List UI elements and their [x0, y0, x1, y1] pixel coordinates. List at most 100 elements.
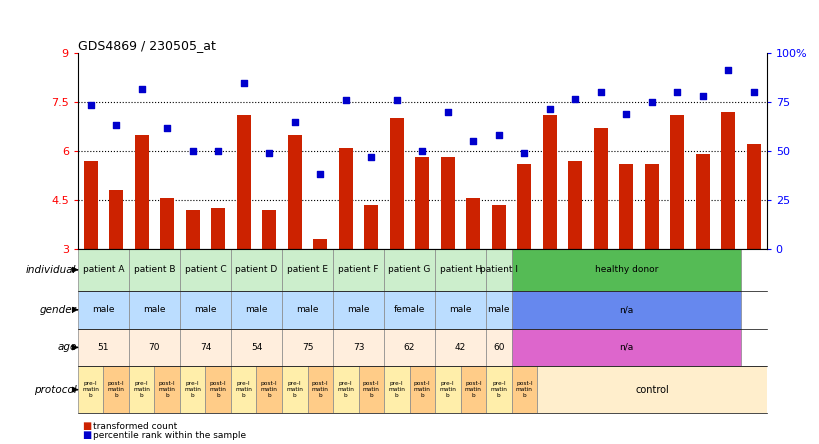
Bar	[333, 329, 383, 366]
Text: 54: 54	[251, 343, 262, 352]
Bar	[282, 291, 333, 329]
Bar	[231, 329, 282, 366]
Bar	[313, 239, 327, 249]
Point	[645, 99, 658, 106]
Text: post-I
matin
b: post-I matin b	[311, 381, 328, 398]
Bar	[282, 249, 333, 291]
Text: male: male	[143, 305, 165, 314]
Text: ■: ■	[82, 429, 91, 440]
Bar	[409, 366, 435, 413]
Text: male: male	[347, 305, 369, 314]
Point	[746, 89, 759, 96]
Text: patient F: patient F	[338, 265, 378, 274]
Point	[161, 125, 174, 132]
Point	[619, 110, 632, 117]
Bar	[333, 291, 383, 329]
Bar	[511, 366, 536, 413]
Text: pre-I
matin
b: pre-I matin b	[184, 381, 201, 398]
Text: pre-I
matin
b: pre-I matin b	[439, 381, 455, 398]
Point	[670, 89, 683, 96]
Bar	[383, 366, 409, 413]
Bar	[435, 329, 486, 366]
Bar	[333, 366, 358, 413]
Bar	[231, 249, 282, 291]
Text: patient D: patient D	[235, 265, 278, 274]
Point	[186, 147, 199, 155]
Bar	[160, 198, 174, 249]
Point	[287, 118, 301, 125]
Text: pre-I
matin
b: pre-I matin b	[388, 381, 405, 398]
Text: patient H: patient H	[439, 265, 481, 274]
Text: post-I
matin
b: post-I matin b	[414, 381, 430, 398]
Text: post-I
matin
b: post-I matin b	[260, 381, 278, 398]
Bar	[460, 366, 486, 413]
Text: 51: 51	[97, 343, 109, 352]
Text: n/a: n/a	[618, 343, 633, 352]
Bar	[231, 291, 282, 329]
Bar	[109, 190, 123, 249]
Text: healthy donor: healthy donor	[594, 265, 658, 274]
Text: pre-I
matin
b: pre-I matin b	[286, 381, 303, 398]
Point	[594, 89, 607, 96]
Point	[84, 102, 97, 109]
Bar	[568, 161, 581, 249]
Bar	[435, 366, 460, 413]
Point	[543, 105, 556, 112]
Text: 74: 74	[200, 343, 210, 352]
Text: patient C: patient C	[184, 265, 226, 274]
Bar	[466, 198, 480, 249]
Bar	[486, 291, 511, 329]
Bar	[185, 210, 200, 249]
Bar	[206, 366, 231, 413]
Text: patient A: patient A	[83, 265, 124, 274]
Point	[390, 97, 403, 104]
Text: male: male	[487, 305, 509, 314]
Bar	[129, 366, 154, 413]
Bar	[84, 161, 97, 249]
Bar	[435, 291, 486, 329]
Bar	[282, 329, 333, 366]
Text: male: male	[449, 305, 471, 314]
Bar	[491, 205, 505, 249]
Point	[110, 121, 123, 128]
Text: 60: 60	[492, 343, 504, 352]
Text: post-I
matin
b: post-I matin b	[515, 381, 532, 398]
Text: female: female	[393, 305, 425, 314]
Bar	[644, 164, 658, 249]
Text: pre-I
matin
b: pre-I matin b	[490, 381, 507, 398]
Bar	[511, 291, 740, 329]
Bar	[129, 329, 179, 366]
Text: age: age	[57, 342, 76, 353]
Point	[695, 92, 708, 99]
Text: male: male	[92, 305, 115, 314]
Bar	[179, 291, 231, 329]
Text: control: control	[634, 385, 668, 395]
Text: pre-I
matin
b: pre-I matin b	[337, 381, 354, 398]
Bar	[517, 164, 531, 249]
Bar	[78, 249, 129, 291]
Bar	[237, 115, 251, 249]
Bar	[746, 144, 760, 249]
Text: GDS4869 / 230505_at: GDS4869 / 230505_at	[78, 39, 215, 52]
Bar	[593, 128, 607, 249]
Text: patient G: patient G	[388, 265, 430, 274]
Bar	[414, 158, 429, 249]
Text: gender: gender	[39, 305, 76, 315]
Bar	[262, 210, 276, 249]
Bar	[287, 135, 301, 249]
Point	[517, 149, 530, 156]
Text: post-I
matin
b: post-I matin b	[210, 381, 226, 398]
Bar	[364, 205, 378, 249]
Point	[466, 138, 479, 145]
Bar	[486, 366, 511, 413]
Point	[339, 97, 352, 104]
Bar	[486, 249, 511, 291]
Bar	[211, 208, 225, 249]
Text: pre-I
matin
b: pre-I matin b	[235, 381, 252, 398]
Bar	[618, 164, 632, 249]
Point	[211, 147, 224, 155]
Point	[491, 131, 505, 138]
Point	[568, 95, 581, 103]
Bar	[435, 249, 486, 291]
Text: patient I: patient I	[479, 265, 518, 274]
